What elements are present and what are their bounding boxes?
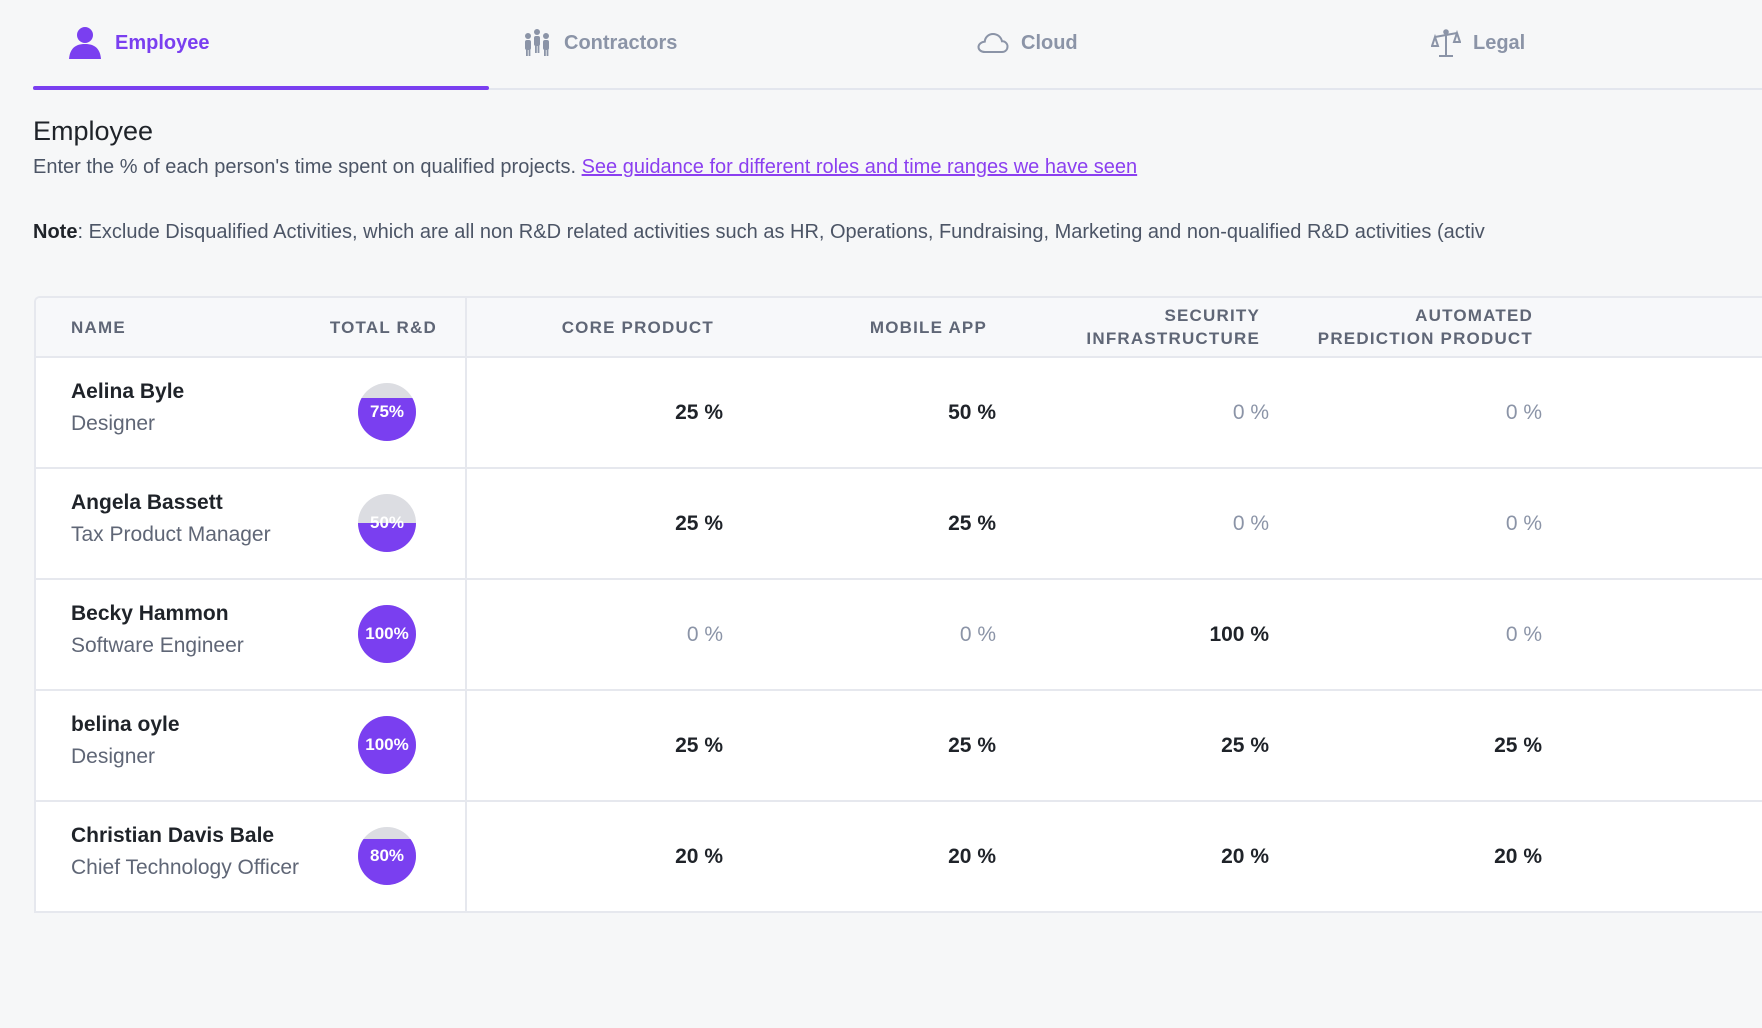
header-core-product: CORE PRODUCT: [561, 317, 714, 337]
mobile-app-input[interactable]: 50 %: [948, 400, 996, 424]
automated-prediction-input[interactable]: 0 %: [1505, 622, 1542, 646]
table-row: Aelina Byle Designer 75% 25 % 50 % 0 % 0 %: [36, 358, 1762, 469]
total-rd-badge: 100%: [358, 716, 416, 774]
security-infrastructure-input[interactable]: 0 %: [1232, 400, 1269, 424]
table-header: NAME TOTAL R&D CORE PRODUCT MOBILE APP S…: [36, 298, 1762, 358]
employee-name: Angela Bassett: [71, 491, 223, 514]
employee-name: Aelina Byle: [71, 380, 185, 403]
employee-role: Chief Technology Officer: [71, 856, 300, 879]
total-rd-fill: [358, 716, 416, 774]
automated-prediction-input[interactable]: 25 %: [1494, 733, 1542, 757]
cloud-icon: [977, 31, 1009, 55]
total-rd-badge: 100%: [358, 605, 416, 663]
mobile-app-input[interactable]: 0 %: [959, 622, 996, 646]
total-rd-badge: 50%: [358, 494, 416, 552]
security-infrastructure-input[interactable]: 20 %: [1221, 844, 1269, 868]
tab-employee[interactable]: Employee: [67, 0, 209, 86]
active-tab-indicator: [33, 86, 489, 90]
employee-role: Designer: [71, 745, 156, 768]
core-product-input[interactable]: 0 %: [686, 622, 723, 646]
people-group-icon: [522, 28, 552, 58]
total-rd-badge: 80%: [358, 827, 416, 885]
table-row: Becky Hammon Software Engineer 100% 0 % 0 % 1…: [36, 580, 1762, 691]
guidance-link[interactable]: See guidance for different roles and tim…: [581, 156, 1138, 178]
table-row: Angela Bassett Tax Product Manager 50% 25 %…: [36, 469, 1762, 580]
total-rd-value: 100%: [365, 624, 409, 643]
core-product-input[interactable]: 20 %: [675, 844, 723, 868]
column-divider: [465, 580, 467, 689]
table-row: Christian Davis Bale Chief Technology Off…: [36, 802, 1762, 911]
automated-prediction-input[interactable]: 0 %: [1505, 400, 1542, 424]
person-icon: [67, 25, 103, 61]
tab-cloud[interactable]: Cloud: [977, 0, 1078, 86]
mobile-app-input[interactable]: 25 %: [948, 733, 996, 757]
column-divider: [465, 469, 467, 578]
total-rd-value: 50%: [369, 513, 405, 532]
tab-contractors[interactable]: Contractors: [522, 0, 677, 86]
note: Note: Exclude Disqualified Activities, w…: [33, 221, 1762, 244]
column-divider: [465, 298, 467, 356]
total-rd-fill: [358, 523, 416, 552]
employee-name: Christian Davis Bale: [71, 824, 275, 847]
employee-name: Becky Hammon: [71, 602, 229, 625]
tab-label: Employee: [115, 31, 210, 54]
header-name: NAME: [71, 317, 126, 337]
header-security-infrastructure: SECURITY INFRASTRUCTURE: [1036, 298, 1260, 356]
security-infrastructure-input[interactable]: 25 %: [1221, 733, 1269, 757]
employee-role: Designer: [71, 412, 156, 435]
total-rd-fill: [358, 838, 416, 885]
tab-bar: Employee Contractors Cloud: [33, 0, 1762, 90]
note-label: Note: [33, 221, 78, 243]
table-row: belina oyle Designer 100% 25 % 25 % 25 % 25 %: [36, 691, 1762, 802]
total-rd-value: 100%: [365, 735, 409, 754]
allocation-table: NAME TOTAL R&D CORE PRODUCT MOBILE APP S…: [34, 296, 1762, 913]
table-body: Aelina Byle Designer 75% 25 % 50 % 0 % 0 % Ange…: [36, 358, 1762, 911]
employee-name: belina oyle: [71, 713, 180, 736]
header-line: SECURITY: [1164, 306, 1260, 325]
description-text: Enter the % of each person's time spent …: [33, 156, 577, 178]
section-description: Enter the % of each person's time spent …: [33, 156, 1137, 179]
automated-prediction-input[interactable]: 20 %: [1494, 844, 1542, 868]
tab-label: Cloud: [1021, 31, 1078, 54]
tab-label: Contractors: [564, 31, 678, 54]
header-mobile-app: MOBILE APP: [869, 317, 987, 337]
total-rd-fill: [358, 605, 416, 663]
total-rd-badge: 75%: [358, 383, 416, 441]
employee-role: Software Engineer: [71, 634, 244, 657]
header-total: TOTAL R&D: [329, 317, 437, 337]
header-line: PREDICTION PRODUCT: [1317, 329, 1533, 348]
security-infrastructure-input[interactable]: 100 %: [1209, 622, 1269, 646]
core-product-input[interactable]: 25 %: [675, 511, 723, 535]
column-divider: [465, 691, 467, 800]
tab-label: Legal: [1473, 31, 1526, 54]
header-line: INFRASTRUCTURE: [1086, 329, 1260, 348]
header-line: AUTOMATED: [1415, 306, 1533, 325]
header-automated-prediction-product: AUTOMATED PREDICTION PRODUCT: [1296, 298, 1533, 356]
core-product-input[interactable]: 25 %: [675, 733, 723, 757]
tab-legal[interactable]: Legal: [1431, 0, 1525, 86]
security-infrastructure-input[interactable]: 0 %: [1232, 511, 1269, 535]
core-product-input[interactable]: 25 %: [675, 400, 723, 424]
total-rd-value: 80%: [369, 846, 405, 865]
employee-role: Tax Product Manager: [71, 523, 271, 546]
total-rd-fill: [358, 397, 416, 441]
column-divider: [465, 802, 467, 911]
note-text: : Exclude Disqualified Activities, which…: [77, 221, 1485, 243]
mobile-app-input[interactable]: 20 %: [948, 844, 996, 868]
mobile-app-input[interactable]: 25 %: [948, 511, 996, 535]
column-divider: [465, 358, 467, 467]
total-rd-value: 75%: [369, 402, 405, 421]
automated-prediction-input[interactable]: 0 %: [1505, 511, 1542, 535]
scales-icon: [1431, 27, 1461, 59]
section-title: Employee: [33, 116, 154, 146]
